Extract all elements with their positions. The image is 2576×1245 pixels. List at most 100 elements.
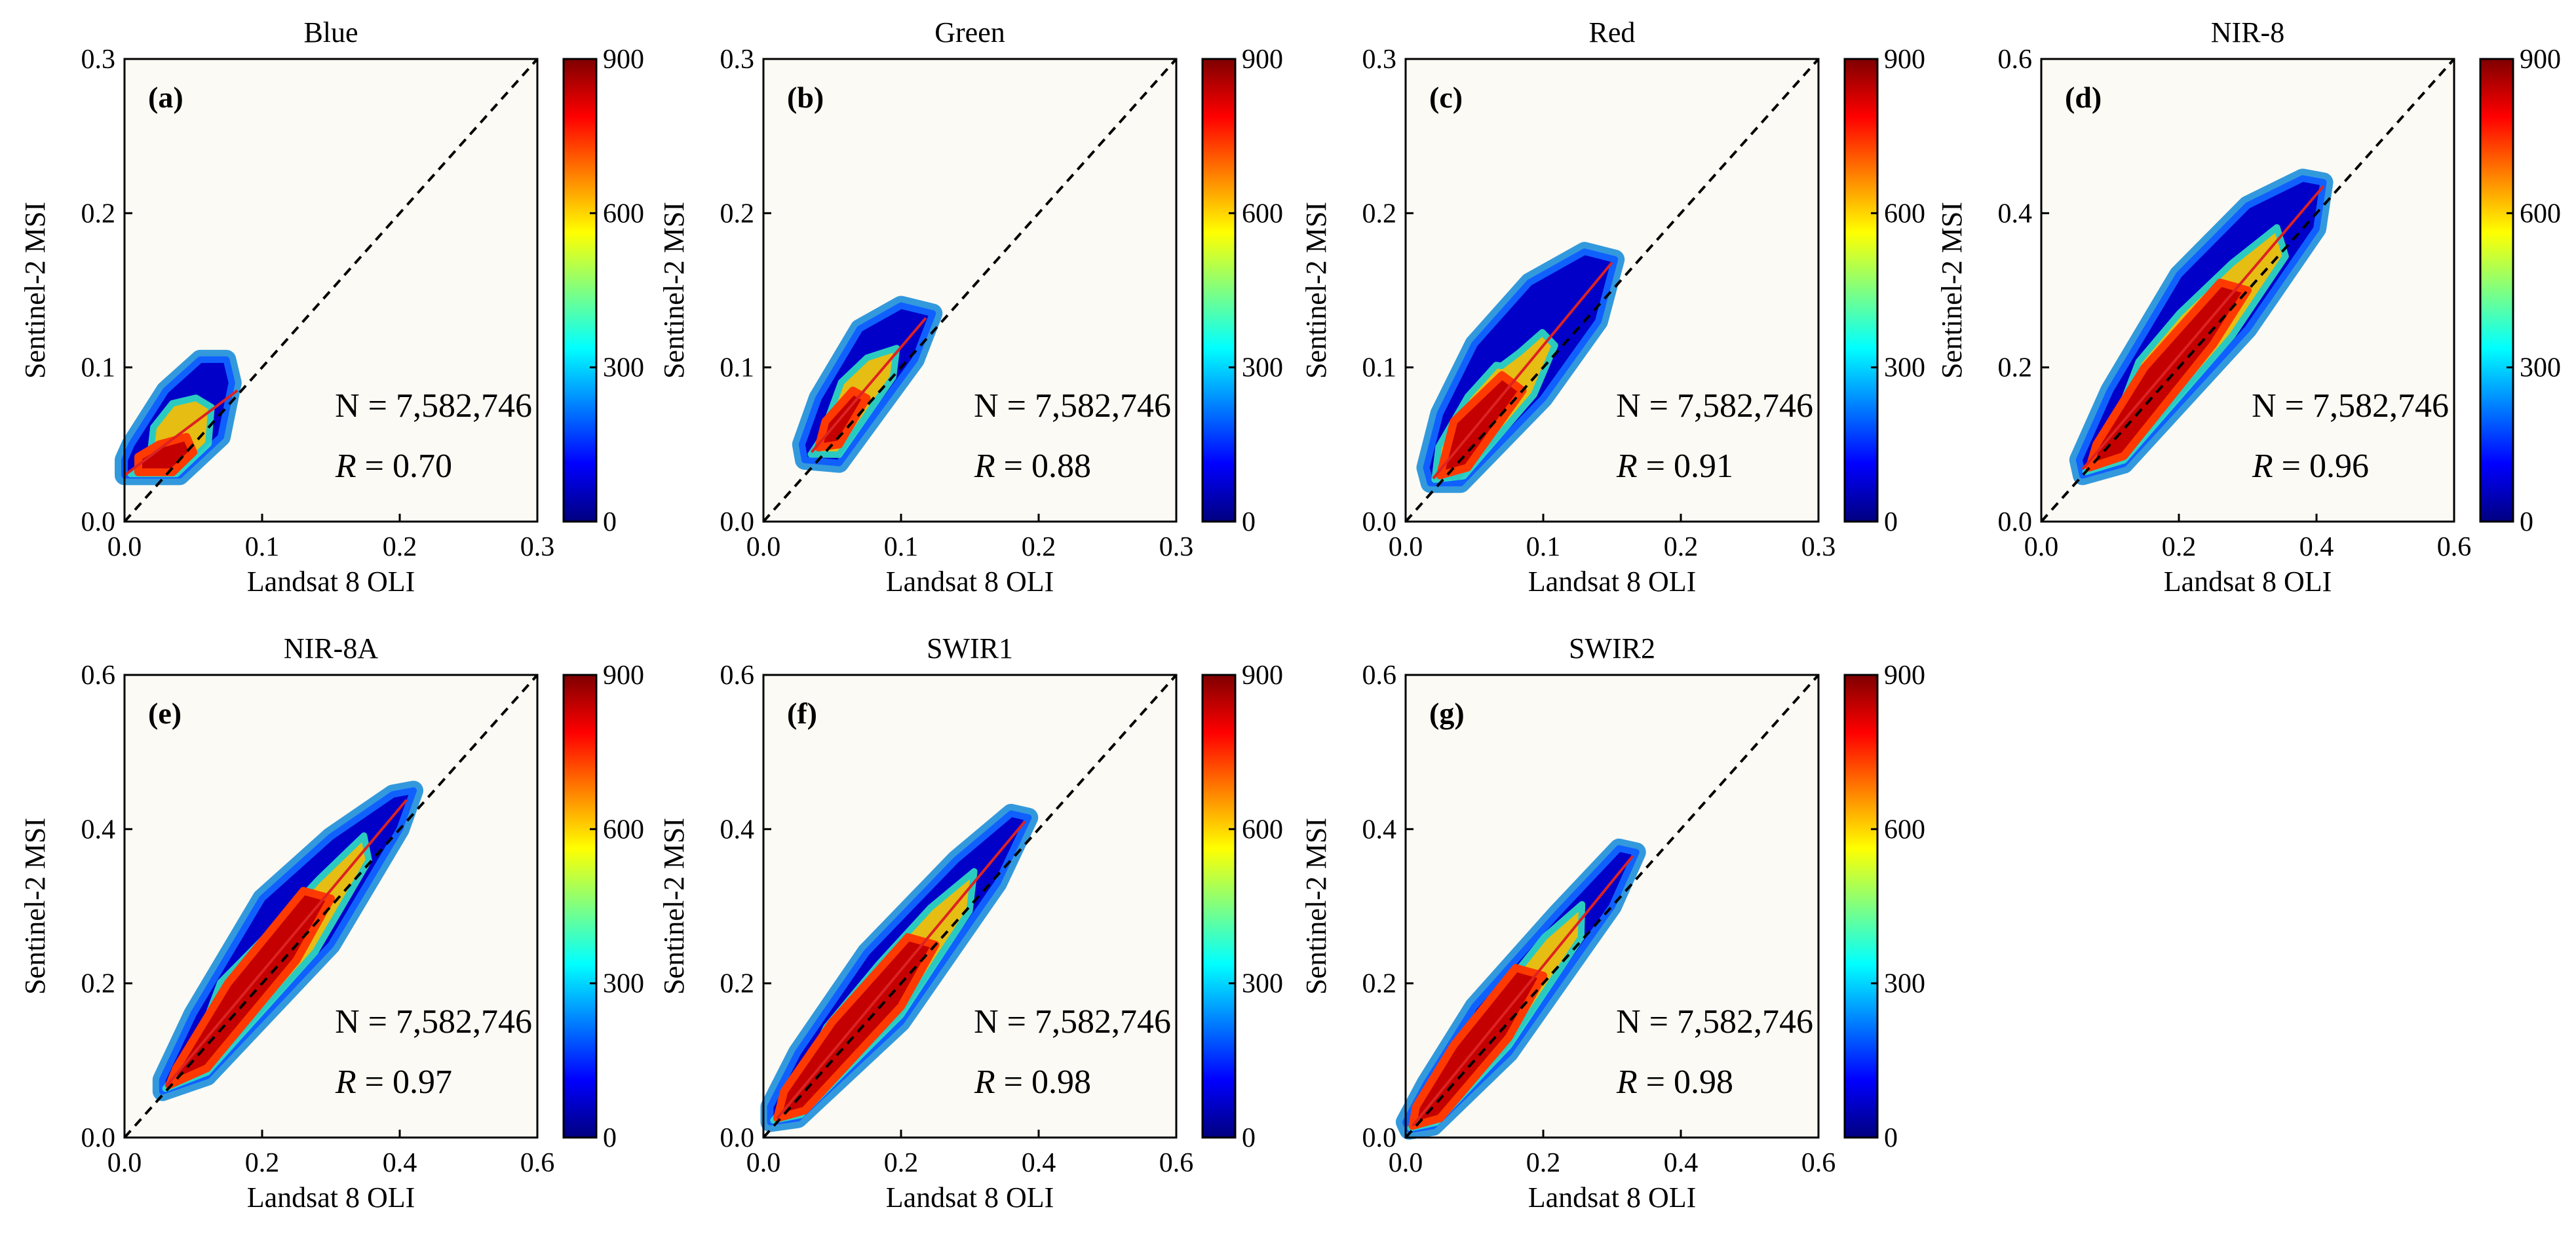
y-tick-label: 0.2 xyxy=(720,199,755,229)
colorbar xyxy=(562,58,598,523)
x-axis-label: Landsat 8 OLI xyxy=(886,565,1054,598)
r-annotation: R = 0.91 xyxy=(1616,448,1733,485)
x-tick-label: 0.1 xyxy=(1526,532,1561,562)
colorbar xyxy=(562,674,598,1139)
r-value: = 0.98 xyxy=(1638,1063,1733,1101)
x-tick-label: 0.3 xyxy=(520,532,555,562)
y-tick-label: 0.3 xyxy=(720,45,755,75)
x-tick-label: 0.0 xyxy=(2024,532,2059,562)
one-to-one-line xyxy=(2040,58,2455,523)
colorbar-tick-label: 600 xyxy=(1884,814,1925,845)
panel-title: Green xyxy=(934,16,1005,48)
colorbar-tick-label: 900 xyxy=(2520,45,2561,75)
y-tick-label: 0.0 xyxy=(720,507,755,537)
fit-line xyxy=(1411,855,1634,1127)
panels-layer: 0.0 0.1 0.2 0.3 0.0 0.1 0.2 0.3 Blue Landsat 8 OL… xyxy=(19,16,2561,1214)
y-tick-label: 0.3 xyxy=(81,45,116,75)
panel-title: NIR-8 xyxy=(2211,16,2284,48)
r-annotation: R = 0.98 xyxy=(1616,1063,1733,1101)
y-tick-label: 0.4 xyxy=(720,814,755,845)
y-tick-label: 0.0 xyxy=(81,507,116,537)
n-annotation: N = 7,582,746 xyxy=(974,387,1171,425)
panel-nir-8: 0.0 0.2 0.4 0.6 0.0 0.2 0.4 0.6 NIR-8 Landsat 8 O… xyxy=(1936,16,2561,598)
r-value: = 0.91 xyxy=(1638,448,1733,485)
panel-title: SWIR2 xyxy=(1569,632,1655,664)
one-to-one-line xyxy=(1404,58,1820,523)
panel-letter: (c) xyxy=(1429,81,1463,114)
y-tick-label: 0.0 xyxy=(81,1123,116,1153)
x-tick-label: 0.6 xyxy=(520,1148,555,1178)
n-annotation: N = 7,582,746 xyxy=(1616,1003,1813,1041)
fit-line xyxy=(2081,185,2325,470)
fit-line xyxy=(810,317,927,453)
r-symbol: R xyxy=(335,1063,356,1101)
y-tick-label: 0.1 xyxy=(720,353,755,383)
y-tick-label: 0.2 xyxy=(81,969,116,999)
x-axis-label: Landsat 8 OLI xyxy=(2164,565,2332,598)
r-symbol: R xyxy=(335,448,356,485)
n-annotation: N = 7,582,746 xyxy=(335,1003,532,1041)
x-tick-label: 0.2 xyxy=(1526,1148,1561,1178)
panel-letter: (b) xyxy=(787,81,824,114)
one-to-one-line xyxy=(123,674,539,1139)
colorbar-tick-label: 0 xyxy=(603,507,617,537)
density-core xyxy=(773,933,940,1122)
r-annotation: R = 0.98 xyxy=(974,1063,1091,1101)
colorbar-tick-label: 300 xyxy=(1242,969,1283,999)
colorbar-tick-label: 600 xyxy=(1242,814,1283,845)
panel-title: SWIR1 xyxy=(927,632,1013,664)
colorbar-tick-label: 600 xyxy=(603,814,644,845)
y-tick-label: 0.6 xyxy=(1998,45,2033,75)
r-value: = 0.98 xyxy=(995,1063,1091,1101)
y-tick-label: 0.2 xyxy=(720,969,755,999)
y-tick-label: 0.0 xyxy=(720,1123,755,1153)
colorbar-tick-label: 600 xyxy=(2520,199,2561,229)
panel-nir-8a: 0.0 0.2 0.4 0.6 0.0 0.2 0.4 0.6 NIR-8A Landsat 8 … xyxy=(19,632,644,1214)
colorbar xyxy=(1201,674,1237,1139)
r-value: = 0.70 xyxy=(356,448,452,485)
y-axis-label: Sentinel-2 MSI xyxy=(1300,202,1332,379)
r-value: = 0.88 xyxy=(995,448,1091,485)
panel-letter: (e) xyxy=(148,697,182,730)
plot-frame xyxy=(1404,58,1820,523)
colorbar-tick-label: 900 xyxy=(603,661,644,691)
colorbar-tick-label: 900 xyxy=(1884,661,1925,691)
colorbar xyxy=(1201,58,1237,523)
fit-line xyxy=(1432,261,1613,480)
y-tick-label: 0.6 xyxy=(1362,661,1397,691)
y-axis-label: Sentinel-2 MSI xyxy=(1300,818,1332,995)
n-annotation: N = 7,582,746 xyxy=(2252,387,2449,425)
colorbar xyxy=(2479,58,2514,523)
y-tick-label: 0.0 xyxy=(1362,507,1397,537)
plot-frame xyxy=(2040,58,2455,523)
r-symbol: R xyxy=(2252,448,2273,485)
panel-swir2: 0.0 0.2 0.4 0.6 0.0 0.2 0.4 0.6 SWIR2 Landsat 8 O… xyxy=(1300,632,1925,1214)
x-tick-label: 0.2 xyxy=(1022,532,1056,562)
colorbar xyxy=(1843,58,1879,523)
y-tick-label: 0.4 xyxy=(1998,199,2033,229)
colorbar-tick-label: 0 xyxy=(1242,507,1256,537)
x-tick-label: 0.1 xyxy=(245,532,280,562)
colorbar-tick-label: 900 xyxy=(1242,661,1283,691)
n-annotation: N = 7,582,746 xyxy=(335,387,532,425)
n-annotation: N = 7,582,746 xyxy=(974,1003,1171,1041)
r-annotation: R = 0.96 xyxy=(2252,448,2369,485)
panel-red: 0.0 0.1 0.2 0.3 0.0 0.1 0.2 0.3 Red Landsat 8 OLI… xyxy=(1300,16,1925,598)
plot-frame xyxy=(1404,674,1820,1139)
panel-title: NIR-8A xyxy=(284,632,378,664)
colorbar-tick-label: 900 xyxy=(1884,45,1925,75)
one-to-one-line xyxy=(762,674,1178,1139)
y-tick-label: 0.2 xyxy=(1998,353,2033,383)
x-tick-label: 0.4 xyxy=(2299,532,2334,562)
colorbar-tick-label: 0 xyxy=(1884,1123,1898,1153)
y-tick-label: 0.0 xyxy=(1362,1123,1397,1153)
x-tick-label: 0.6 xyxy=(2437,532,2472,562)
x-tick-label: 0.0 xyxy=(1389,532,1423,562)
panel-letter: (a) xyxy=(148,81,183,114)
y-tick-label: 0.3 xyxy=(1362,45,1397,75)
colorbar-tick-label: 0 xyxy=(1242,1123,1256,1153)
y-tick-label: 0.4 xyxy=(81,814,116,845)
density-core xyxy=(134,432,197,476)
r-symbol: R xyxy=(1616,448,1638,485)
